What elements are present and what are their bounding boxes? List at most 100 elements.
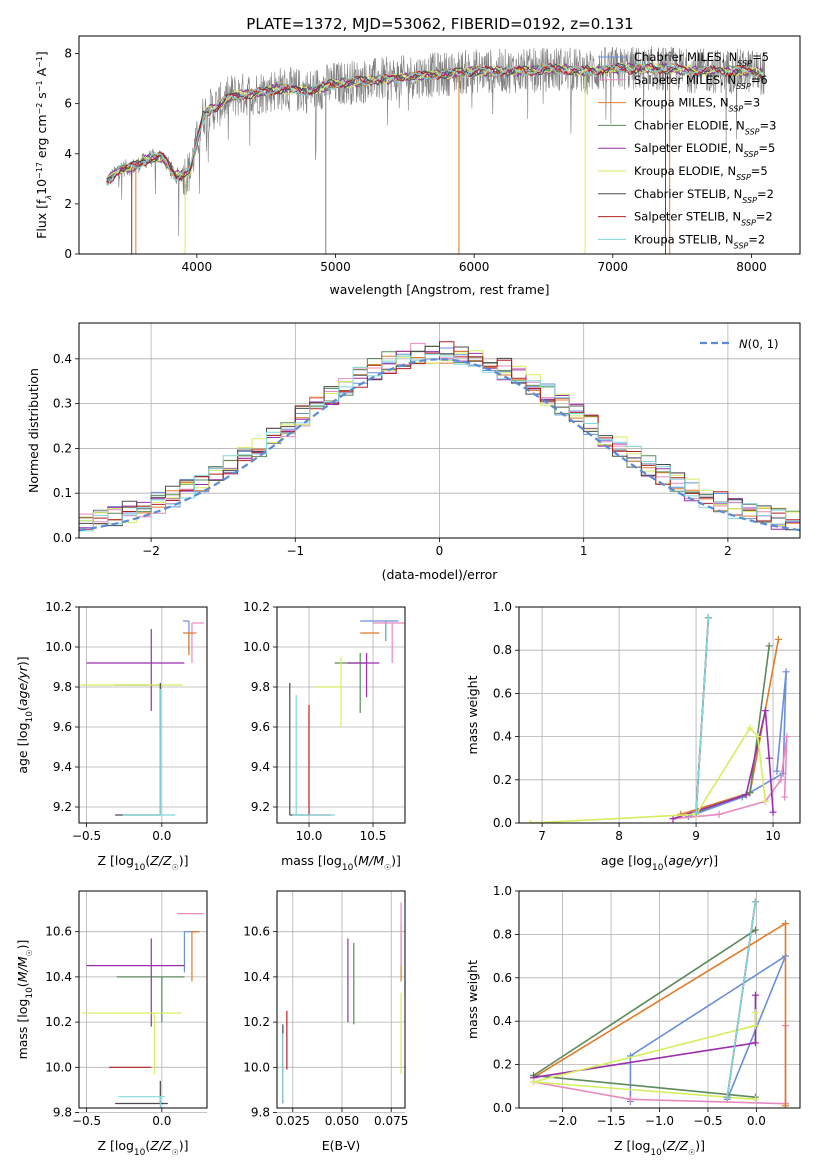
x-tick-label: 4000 <box>182 260 213 274</box>
x-tick-label: −1.0 <box>645 1114 674 1128</box>
x-tick-label: −1.5 <box>596 1114 625 1128</box>
x-tick-label: 0.050 <box>325 1114 359 1128</box>
y-tick-label: 0.2 <box>493 1058 512 1072</box>
model-spectrum <box>106 62 765 186</box>
y-tick-label: 10.2 <box>45 1015 72 1029</box>
model-spectrum <box>106 62 765 185</box>
normal-reference-curve <box>78 358 801 532</box>
error-bar-point <box>315 657 342 727</box>
panel-age-vs-Z: −0.5 0.0 9.2 9.4 9.6 9.8 10.0 10.2 <box>45 600 207 843</box>
legend-entry: Salpeter MILES, NSSP=6 <box>634 73 768 91</box>
axes-frame <box>78 322 801 539</box>
y-tick-label: 0.8 <box>493 643 512 657</box>
residual-histogram <box>79 341 800 530</box>
error-bar-point <box>347 653 380 697</box>
x-axis-label: E(B-V) <box>322 1138 361 1153</box>
y-tick-label: 9.2 <box>251 800 270 814</box>
y-tick-label: 10.4 <box>45 970 72 984</box>
y-axis-label: Normed distribution <box>26 368 41 493</box>
y-axis-label: mass weight <box>465 675 480 754</box>
error-bar-point <box>116 976 185 1023</box>
y-tick-label: 10.6 <box>243 925 270 939</box>
y-tick-label: 9.8 <box>53 680 72 694</box>
x-tick-label: −2 <box>142 544 160 558</box>
error-bar-point <box>191 931 200 982</box>
error-bar-point <box>360 620 399 641</box>
x-tick-label: −0.5 <box>693 1114 722 1128</box>
error-bar-point <box>86 938 185 1027</box>
y-tick-label: 0.3 <box>53 397 72 411</box>
error-bar-point <box>289 683 309 816</box>
x-axis-label: Z [log10(Z/Z☉)] <box>614 1138 705 1158</box>
legend-entry: N(0, 1) <box>739 337 779 351</box>
error-bar-point <box>373 622 405 663</box>
y-tick-label: 9.6 <box>53 720 72 734</box>
legend-entry: Salpeter ELODIE, NSSP=5 <box>634 141 775 159</box>
y-tick-label: 10.4 <box>243 970 270 984</box>
weight-series <box>629 954 788 1102</box>
x-tick-label: 8000 <box>736 260 767 274</box>
y-tick-label: 4 <box>64 147 72 161</box>
model-spectrum <box>106 63 765 184</box>
figure-title: PLATE=1372, MJD=53062, FIBERID=0192, z=0… <box>246 15 633 33</box>
y-tick-label: 9.4 <box>53 760 72 774</box>
panel-mass-vs-ebv: 0.025 0.050 0.075 9.8 10.0 10.2 10.4 10.6 <box>243 891 408 1128</box>
y-tick-label: 10.2 <box>243 600 270 614</box>
y-tick-label: 10.2 <box>45 600 72 614</box>
y-tick-label: 0.2 <box>493 773 512 787</box>
x-axis-label: age [log10(age/yr)] <box>601 853 718 873</box>
y-tick-label: 0.6 <box>493 971 512 985</box>
y-tick-label: 9.4 <box>251 760 270 774</box>
y-tick-label: 10.0 <box>243 640 270 654</box>
y-tick-label: 6 <box>64 97 72 111</box>
x-tick-label: 10.5 <box>360 829 387 843</box>
x-axis-label: Z [log10(Z/Z☉)] <box>97 853 188 873</box>
residual-histogram <box>79 353 800 532</box>
y-tick-label: 0.2 <box>53 441 72 455</box>
error-bar-point <box>115 683 161 816</box>
panel-spectrum: 4000 5000 6000 7000 8000 0 2 4 6 8 <box>64 46 767 274</box>
weight-series <box>695 617 710 813</box>
y-tick-label: 1.0 <box>493 884 512 898</box>
y-tick-label: 0 <box>64 247 72 261</box>
y-axis-label: Flux [fλ10−17 erg cm−2 s−1 A−1] <box>34 51 53 239</box>
x-tick-label: 6000 <box>459 260 490 274</box>
axes-frame <box>276 606 406 824</box>
legend-entry: Kroupa MILES, NSSP=3 <box>634 96 760 114</box>
legend-entry: Chabrier MILES, NSSP=5 <box>634 50 769 68</box>
x-tick-label: 1 <box>580 544 588 558</box>
legend-entry: Chabrier STELIB, NSSP=2 <box>634 187 774 205</box>
error-bar-point <box>82 1012 182 1075</box>
y-tick-label: 8 <box>64 47 72 61</box>
x-axis-label: wavelength [Angstrom, rest frame] <box>329 282 549 297</box>
y-axis-label: mass weight <box>465 960 480 1039</box>
y-tick-label: 0.0 <box>493 816 512 830</box>
y-tick-label: 10.6 <box>45 925 72 939</box>
panel-residuals: −2 −1 0 1 2 0.0 0.1 0.2 0.3 0.4 <box>53 323 801 558</box>
x-tick-label: 2 <box>724 544 732 558</box>
x-tick-label: 0.0 <box>152 829 171 843</box>
y-tick-label: 1.0 <box>493 600 512 614</box>
y-tick-label: 10.2 <box>243 1015 270 1029</box>
error-bar-point <box>80 684 183 737</box>
x-tick-label: 7 <box>538 829 546 843</box>
y-tick-label: 10.0 <box>243 1060 270 1074</box>
panel-mass-vs-Z: −0.5 0.0 9.8 10.0 10.2 10.4 10.6 <box>45 891 207 1128</box>
y-tick-label: 9.8 <box>251 1106 270 1120</box>
residual-histogram <box>79 350 800 526</box>
panel-weight-vs-age: 7 8 9 10 0.0 0.2 0.4 0.6 0.8 1.0 <box>493 600 800 843</box>
x-tick-label: 0.0 <box>152 1114 171 1128</box>
x-tick-label: −2.0 <box>548 1114 577 1128</box>
x-axis-label: (data-model)/error <box>382 567 499 582</box>
axes-frame <box>78 35 801 255</box>
model-spectrum <box>106 62 765 181</box>
error-bar-point <box>182 632 197 655</box>
panel-weight-vs-Z: −2.0 −1.5 −1.0 −0.5 0.0 0.0 0.2 0.4 0.6 0.8 1.0 <box>493 884 800 1128</box>
x-tick-label: 10 <box>765 829 780 843</box>
error-bar-point <box>122 689 176 816</box>
axes-frame <box>518 606 801 824</box>
x-tick-label: 9 <box>692 829 700 843</box>
weight-series <box>726 901 757 1098</box>
legend-entry: Chabrier ELODIE, NSSP=3 <box>634 118 776 136</box>
